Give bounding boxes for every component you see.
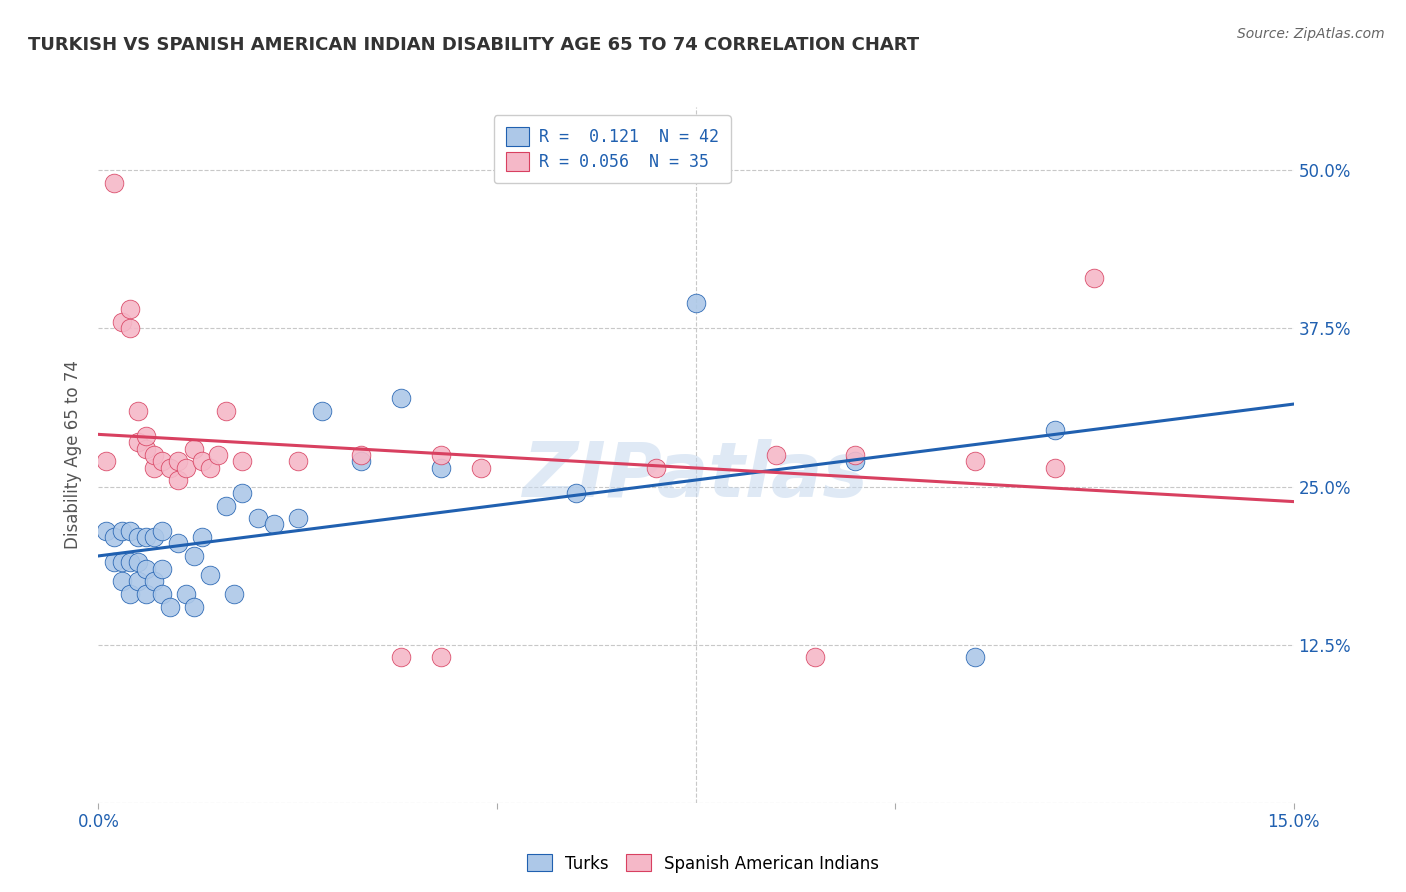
Point xyxy=(127,530,149,544)
Point xyxy=(111,524,134,538)
Point xyxy=(1043,460,1066,475)
Point xyxy=(143,574,166,589)
Point xyxy=(231,486,253,500)
Point xyxy=(120,302,142,317)
Point xyxy=(103,176,125,190)
Point xyxy=(135,442,157,456)
Point xyxy=(645,460,668,475)
Point xyxy=(263,517,285,532)
Point xyxy=(1043,423,1066,437)
Point xyxy=(198,568,221,582)
Legend: Turks, Spanish American Indians: Turks, Spanish American Indians xyxy=(520,847,886,880)
Point xyxy=(183,599,205,614)
Y-axis label: Disability Age 65 to 74: Disability Age 65 to 74 xyxy=(65,360,83,549)
Point xyxy=(350,454,373,468)
Point xyxy=(565,486,588,500)
Point xyxy=(844,448,866,462)
Point xyxy=(430,650,453,665)
Point xyxy=(389,391,412,405)
Point xyxy=(120,321,142,335)
Point xyxy=(804,650,827,665)
Point xyxy=(963,650,986,665)
Point xyxy=(183,549,205,563)
Point xyxy=(103,556,125,570)
Point xyxy=(120,524,142,538)
Point xyxy=(167,536,190,550)
Point xyxy=(111,556,134,570)
Point xyxy=(159,460,181,475)
Point xyxy=(135,587,157,601)
Point xyxy=(287,454,309,468)
Point xyxy=(389,650,412,665)
Point xyxy=(1083,270,1105,285)
Point xyxy=(159,599,181,614)
Point xyxy=(430,448,453,462)
Point xyxy=(135,429,157,443)
Point xyxy=(246,511,269,525)
Point xyxy=(198,460,221,475)
Point xyxy=(215,499,238,513)
Point xyxy=(215,403,238,417)
Point xyxy=(174,587,197,601)
Text: Source: ZipAtlas.com: Source: ZipAtlas.com xyxy=(1237,27,1385,41)
Point xyxy=(127,435,149,450)
Point xyxy=(765,448,787,462)
Legend: R =  0.121  N = 42, R = 0.056  N = 35: R = 0.121 N = 42, R = 0.056 N = 35 xyxy=(494,115,731,183)
Point xyxy=(111,315,134,329)
Point xyxy=(127,574,149,589)
Point xyxy=(135,530,157,544)
Point xyxy=(127,403,149,417)
Point xyxy=(120,587,142,601)
Point xyxy=(127,556,149,570)
Point xyxy=(183,442,205,456)
Point xyxy=(963,454,986,468)
Point xyxy=(350,448,373,462)
Point xyxy=(143,530,166,544)
Point xyxy=(120,556,142,570)
Point xyxy=(143,448,166,462)
Point xyxy=(150,454,173,468)
Point xyxy=(207,448,229,462)
Point xyxy=(231,454,253,468)
Point xyxy=(150,587,173,601)
Point xyxy=(111,574,134,589)
Text: ZIPatlas: ZIPatlas xyxy=(523,439,869,513)
Point xyxy=(191,530,214,544)
Point xyxy=(287,511,309,525)
Point xyxy=(150,524,173,538)
Point xyxy=(96,454,118,468)
Point xyxy=(150,562,173,576)
Point xyxy=(96,524,118,538)
Point xyxy=(167,454,190,468)
Point xyxy=(103,530,125,544)
Point xyxy=(143,460,166,475)
Point xyxy=(191,454,214,468)
Point xyxy=(174,460,197,475)
Text: TURKISH VS SPANISH AMERICAN INDIAN DISABILITY AGE 65 TO 74 CORRELATION CHART: TURKISH VS SPANISH AMERICAN INDIAN DISAB… xyxy=(28,36,920,54)
Point xyxy=(135,562,157,576)
Point xyxy=(167,473,190,487)
Point xyxy=(311,403,333,417)
Point xyxy=(430,460,453,475)
Point xyxy=(222,587,245,601)
Point xyxy=(685,296,707,310)
Point xyxy=(470,460,492,475)
Point xyxy=(844,454,866,468)
